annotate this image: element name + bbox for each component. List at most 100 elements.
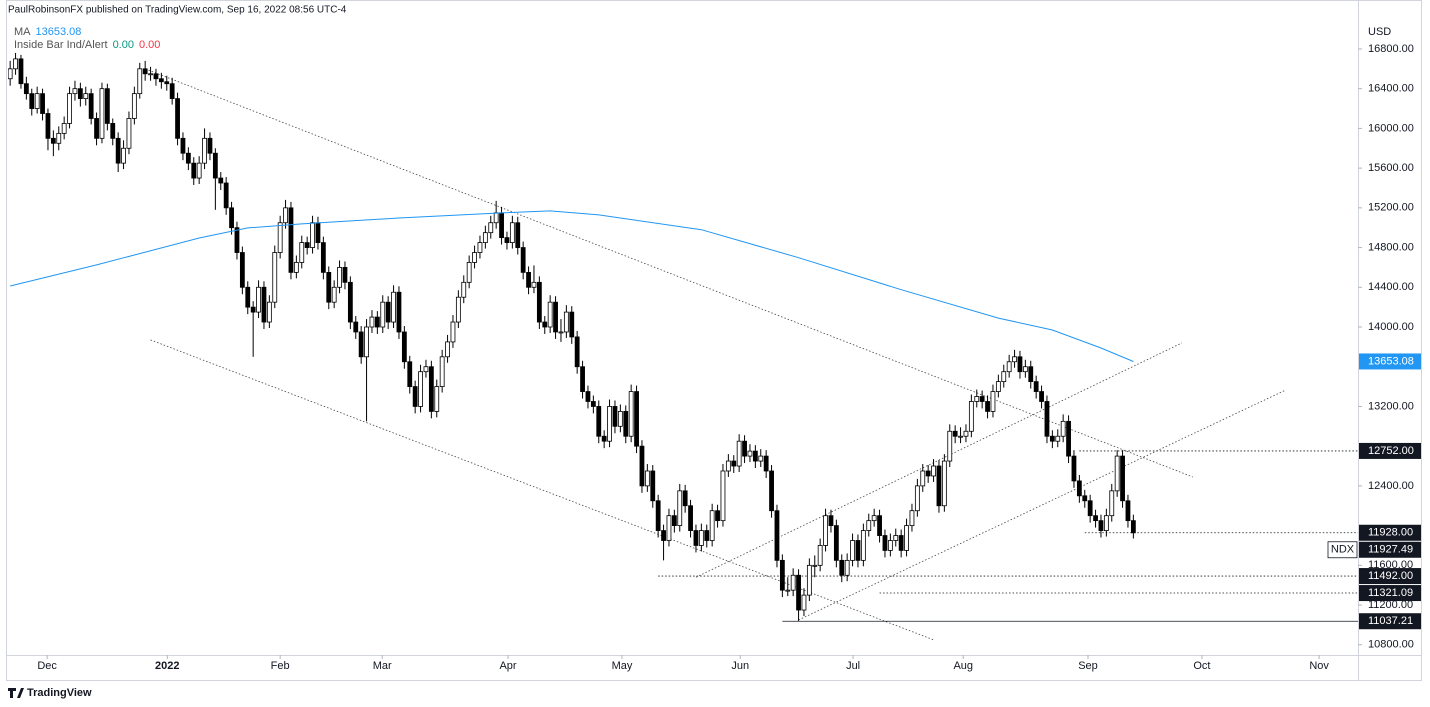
- candle-body: [898, 535, 904, 551]
- candle-body: [482, 232, 488, 243]
- y-tick-label: 15200.00: [1368, 202, 1414, 214]
- candle-body: [1130, 520, 1136, 534]
- candle-body: [1022, 366, 1028, 373]
- candle-body: [239, 252, 245, 288]
- candle-body: [256, 286, 261, 313]
- candle-body: [547, 301, 553, 328]
- candle-body: [763, 455, 769, 472]
- candle-body: [952, 430, 958, 437]
- y-tick-label: 15600.00: [1368, 162, 1414, 174]
- currency: USD: [1368, 26, 1391, 38]
- candle-body: [8, 68, 13, 80]
- candle-body: [369, 316, 375, 328]
- candle-body: [461, 281, 467, 298]
- price-label-box: [1359, 524, 1421, 541]
- candle-body: [601, 435, 607, 442]
- candle-body: [828, 515, 834, 527]
- candle-body: [434, 386, 440, 412]
- candle-body: [266, 301, 272, 323]
- indicator-name: Inside Bar Ind/Alert: [14, 39, 108, 51]
- candle-body: [455, 296, 461, 323]
- candle-body: [839, 559, 845, 576]
- price-label: 12752.00: [1368, 445, 1414, 457]
- x-tick-label: Apr: [499, 660, 516, 672]
- candle-body: [315, 222, 321, 243]
- candle-body: [472, 252, 477, 263]
- ma-line: [10, 210, 1134, 362]
- x-tick-label: Aug: [953, 660, 973, 672]
- candle-body: [817, 545, 823, 566]
- candle-body: [801, 594, 807, 611]
- candle-body: [110, 123, 116, 139]
- candle-body: [439, 356, 445, 387]
- candle-body: [77, 88, 83, 100]
- candle-body: [158, 78, 164, 83]
- candle-body: [860, 530, 866, 561]
- candle-body: [293, 262, 299, 273]
- y-tick-label: 14000.00: [1368, 321, 1414, 333]
- candle-body: [1093, 515, 1098, 522]
- price-label-box: [1359, 613, 1421, 630]
- chart-frame: [6, 0, 1422, 681]
- candle-body: [607, 406, 612, 442]
- candle-body: [50, 137, 56, 144]
- candle-body: [1049, 435, 1055, 442]
- candle-body: [590, 401, 596, 407]
- candle-body: [126, 118, 132, 149]
- candle-body: [40, 93, 45, 114]
- candle-body: [137, 68, 143, 95]
- x-tick-label: Mar: [373, 660, 392, 672]
- candle-body: [693, 530, 699, 546]
- candle-body: [218, 177, 224, 184]
- x-tick-label: Jun: [731, 660, 749, 672]
- candle-body: [385, 301, 391, 323]
- price-label-box: [1359, 353, 1421, 370]
- candle-body: [617, 411, 623, 427]
- candle-body: [985, 401, 990, 412]
- candle-body: [920, 470, 926, 487]
- candle-body: [229, 207, 234, 229]
- candle-body: [450, 321, 456, 343]
- price-label: 11492.00: [1368, 570, 1413, 582]
- candle-body: [558, 331, 564, 334]
- candle-body: [796, 574, 801, 611]
- candle-body: [29, 93, 35, 109]
- candle-body: [682, 490, 688, 507]
- candle-body: [83, 93, 89, 100]
- x-tick-label: Sep: [1078, 660, 1098, 672]
- candle-body: [774, 510, 780, 561]
- candle-body: [358, 331, 364, 358]
- publisher-line: PaulRobinsonFX published on TradingView.…: [8, 5, 347, 16]
- candle-body: [428, 366, 434, 412]
- candle-body: [104, 88, 110, 124]
- price-label-box: [1359, 541, 1421, 558]
- candle-body: [1055, 435, 1061, 442]
- candle-body: [731, 460, 737, 467]
- candle-body: [526, 271, 531, 288]
- candle-body: [99, 88, 105, 139]
- x-tick-label: Nov: [1309, 660, 1329, 672]
- candle-body: [320, 242, 326, 273]
- candle-body: [968, 401, 974, 432]
- candle-body: [164, 81, 170, 85]
- candle-body: [277, 222, 283, 253]
- y-tick-label: 16800.00: [1368, 43, 1414, 55]
- price-label: 11928.00: [1368, 527, 1413, 539]
- candle-body: [499, 212, 504, 239]
- candle-body: [364, 326, 369, 358]
- candle-body: [196, 162, 202, 179]
- brand-logo: [8, 688, 24, 698]
- candle-body: [72, 88, 78, 95]
- candle-body: [1076, 480, 1082, 497]
- candle-body: [887, 540, 893, 551]
- candle-body: [374, 316, 380, 328]
- candle-body: [88, 93, 94, 119]
- candle-body: [742, 440, 747, 457]
- symbol-tag-box: [1327, 541, 1358, 559]
- candle-body: [1028, 366, 1034, 383]
- candle-body: [1060, 420, 1066, 437]
- candle-body: [23, 83, 29, 95]
- candle-body: [180, 137, 186, 154]
- candle-body: [585, 391, 591, 402]
